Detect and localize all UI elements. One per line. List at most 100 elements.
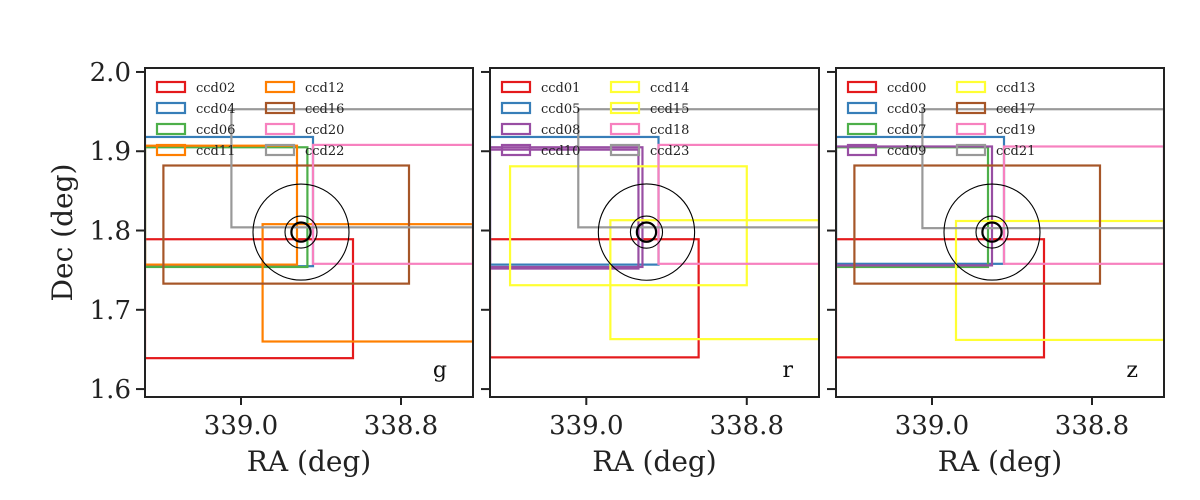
legend-swatch <box>609 143 641 157</box>
band-label: z <box>1126 358 1138 383</box>
panel-frame <box>835 67 1165 398</box>
legend-swatch <box>609 101 641 115</box>
legend-label: ccd08 <box>541 123 580 138</box>
y-axis-label: Dec (deg) <box>46 164 79 302</box>
band-label: g <box>433 358 447 383</box>
legend-swatch <box>955 101 987 115</box>
ccd-rect-ccd10 <box>490 148 640 270</box>
x-tick-label: 339.0 <box>204 411 278 441</box>
target-circle <box>975 215 1009 249</box>
panel-frame <box>144 67 474 398</box>
ccd-rect-ccd06 <box>145 146 309 269</box>
legend-label: ccd11 <box>196 144 235 159</box>
legend-swatch <box>500 143 532 157</box>
ccd-rect-ccd21 <box>921 108 1164 230</box>
band-label: r <box>782 358 793 383</box>
x-axis-label: RA (deg) <box>592 445 716 478</box>
legend-swatch <box>500 101 532 115</box>
legend-swatch <box>955 80 987 94</box>
legend-label: ccd22 <box>305 144 344 159</box>
legend-swatch <box>955 143 987 157</box>
legend-swatch <box>155 143 187 157</box>
legend-swatch <box>264 143 296 157</box>
ccd-rect-ccd08 <box>490 146 644 269</box>
legend: ccd02 ccd04 ccd06 ccd11 ccd12 ccd16 ccd20 ccd22 <box>155 80 344 159</box>
ccd-rect-ccd11 <box>145 144 299 266</box>
legend-swatch <box>955 122 987 136</box>
target-circle <box>635 221 658 243</box>
legend-label: ccd12 <box>305 81 344 96</box>
legend-swatch <box>500 122 532 136</box>
ccd-rect-ccd00 <box>836 238 1046 359</box>
plot-area <box>145 108 473 360</box>
y-tick-label: 1.7 <box>90 296 131 326</box>
ccd-rect-ccd17 <box>853 164 1102 285</box>
legend-swatch <box>155 80 187 94</box>
legend-swatch <box>264 101 296 115</box>
legend-swatch <box>609 122 641 136</box>
legend-label: ccd17 <box>996 102 1035 117</box>
x-tick-label: 338.8 <box>1055 411 1129 441</box>
y-tick-label: 1.8 <box>90 217 131 247</box>
legend-swatch <box>846 122 878 136</box>
ccd-rect-ccd18 <box>657 143 819 265</box>
ccd-rect-ccd20 <box>311 143 473 265</box>
x-tick-label: 339.0 <box>549 411 623 441</box>
x-axis-label: RA (deg) <box>247 445 371 478</box>
legend-swatch <box>264 122 296 136</box>
target-circle <box>981 221 1003 243</box>
legend-swatch <box>500 80 532 94</box>
legend-label: ccd03 <box>887 102 926 117</box>
legend-swatch <box>155 122 187 136</box>
ccd-rect-ccd01 <box>490 238 700 359</box>
target-circle <box>284 215 318 249</box>
plot-area <box>490 108 819 359</box>
legend-label: ccd16 <box>305 102 344 117</box>
x-tick-label: 339.0 <box>895 411 969 441</box>
x-tick-label: 338.8 <box>364 411 438 441</box>
plot-area <box>836 108 1164 359</box>
target-circle <box>290 221 312 243</box>
legend: ccd01 ccd05 ccd08 ccd10 ccd14 ccd15 ccd18 ccd23 <box>500 80 689 159</box>
x-axis-label: RA (deg) <box>938 445 1062 478</box>
legend-label: ccd13 <box>996 81 1035 96</box>
ccd-rect-ccd02 <box>145 238 355 360</box>
legend-swatch <box>846 143 878 157</box>
ccd-rect-ccd13 <box>954 219 1164 342</box>
x-tick-label: 338.8 <box>710 411 784 441</box>
legend-label: ccd09 <box>887 144 926 159</box>
legend-swatch <box>155 101 187 115</box>
ccd-rect-ccd16 <box>162 164 411 285</box>
target-circle <box>943 183 1041 281</box>
legend-label: ccd01 <box>541 81 580 96</box>
y-tick-label: 1.6 <box>90 375 131 405</box>
legend-label: ccd19 <box>996 123 1035 138</box>
legend-swatch <box>846 101 878 115</box>
ccd-rect-ccd14 <box>508 165 748 287</box>
legend-label: ccd21 <box>996 144 1035 159</box>
legend-label: ccd05 <box>541 102 580 117</box>
legend: ccd00 ccd03 ccd07 ccd09 ccd13 ccd17 ccd19 ccd21 <box>846 80 1035 159</box>
legend-label: ccd18 <box>650 123 689 138</box>
y-tick-label: 1.9 <box>90 137 131 167</box>
target-circle <box>597 183 696 281</box>
legend-label: ccd04 <box>196 102 235 117</box>
legend-label: ccd02 <box>196 81 235 96</box>
legend-label: ccd07 <box>887 123 926 138</box>
legend-label: ccd20 <box>305 123 344 138</box>
legend-label: ccd10 <box>541 144 580 159</box>
ccd-rect-ccd22 <box>230 108 473 229</box>
legend-label: ccd06 <box>196 123 235 138</box>
panel-r: 339.0 338.8 RA (deg) r ccd01 ccd05 ccd08 ccd10 c… <box>481 67 820 478</box>
ccd-rect-ccd19 <box>1002 145 1164 265</box>
panel-g: 1.6 1.7 1.8 1.9 2.0 339.0 338.8 RA (deg) Dec (de… <box>46 58 474 478</box>
panel-z: 339.0 338.8RA (deg)zccd00ccd03ccd07ccd09c… <box>827 67 1165 478</box>
legend-swatch <box>846 80 878 94</box>
legend-label: ccd23 <box>650 144 689 159</box>
legend-swatch <box>264 80 296 94</box>
legend-label: ccd00 <box>887 81 926 96</box>
ccd-rect-ccd23 <box>577 108 819 229</box>
y-tick-label: 2.0 <box>90 58 131 88</box>
target-circle <box>252 183 350 281</box>
